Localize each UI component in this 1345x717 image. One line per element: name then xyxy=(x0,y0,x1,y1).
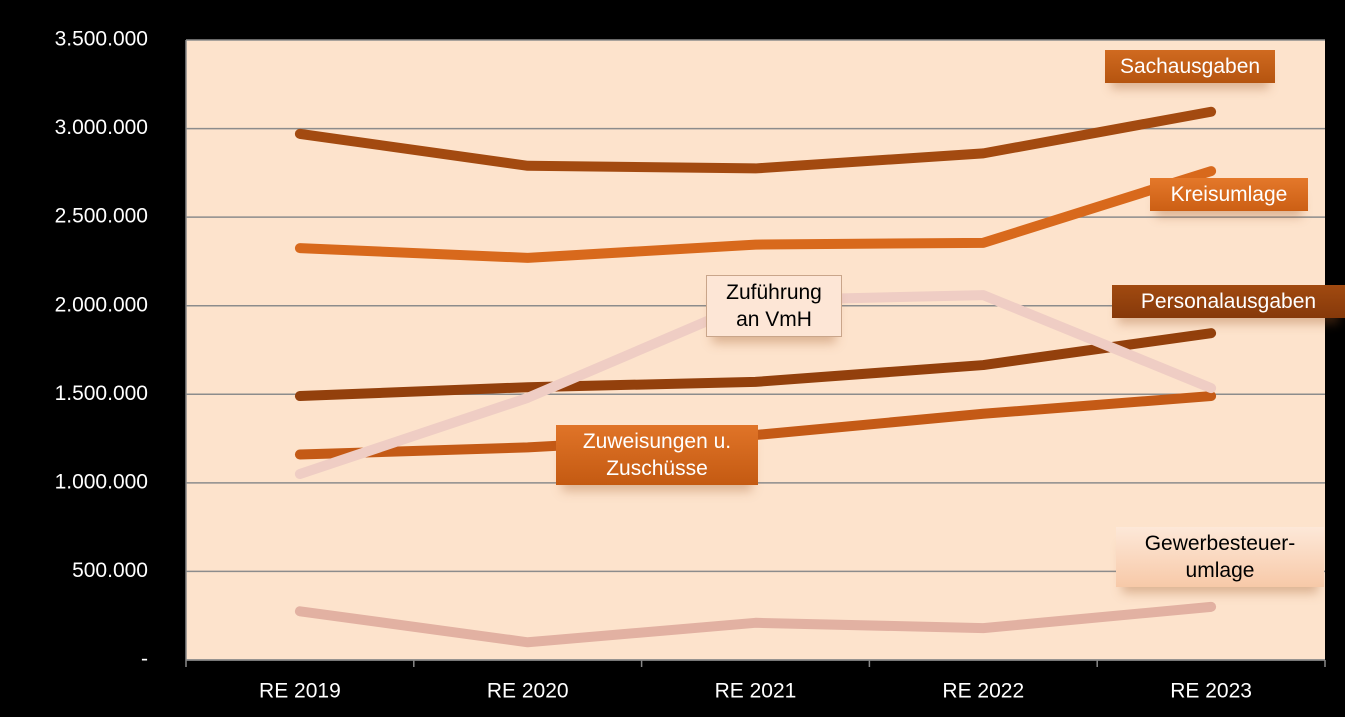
series-label: Kreisumlage xyxy=(1150,178,1308,211)
series-line xyxy=(294,328,1217,402)
series-label: Sachausgaben xyxy=(1105,50,1275,83)
y-tick-label: 3.500.000 xyxy=(55,28,148,51)
series-label: Zuweisungen u. Zuschüsse xyxy=(556,425,758,485)
y-tick-label: 500.000 xyxy=(72,559,148,582)
x-tick-label: RE 2020 xyxy=(487,680,569,703)
x-tick-label: RE 2022 xyxy=(942,680,1024,703)
series-line xyxy=(294,601,1217,648)
y-tick-label: 1.500.000 xyxy=(55,382,148,405)
series-line xyxy=(294,106,1217,174)
x-tick-label: RE 2019 xyxy=(259,680,341,703)
y-tick-label: 3.000.000 xyxy=(55,116,148,139)
x-tick-label: RE 2023 xyxy=(1170,680,1252,703)
series-label: Personalausgaben xyxy=(1112,285,1345,318)
series-label: Zuführung an VmH xyxy=(706,275,842,337)
series-line xyxy=(294,166,1217,263)
x-tick-label: RE 2021 xyxy=(715,680,797,703)
y-tick-label: 2.500.000 xyxy=(55,205,148,228)
y-tick-label: 2.000.000 xyxy=(55,293,148,316)
series-label: Gewerbesteuer-umlage xyxy=(1116,527,1324,587)
y-tick-label: - xyxy=(141,648,148,671)
y-tick-label: 1.000.000 xyxy=(55,470,148,493)
